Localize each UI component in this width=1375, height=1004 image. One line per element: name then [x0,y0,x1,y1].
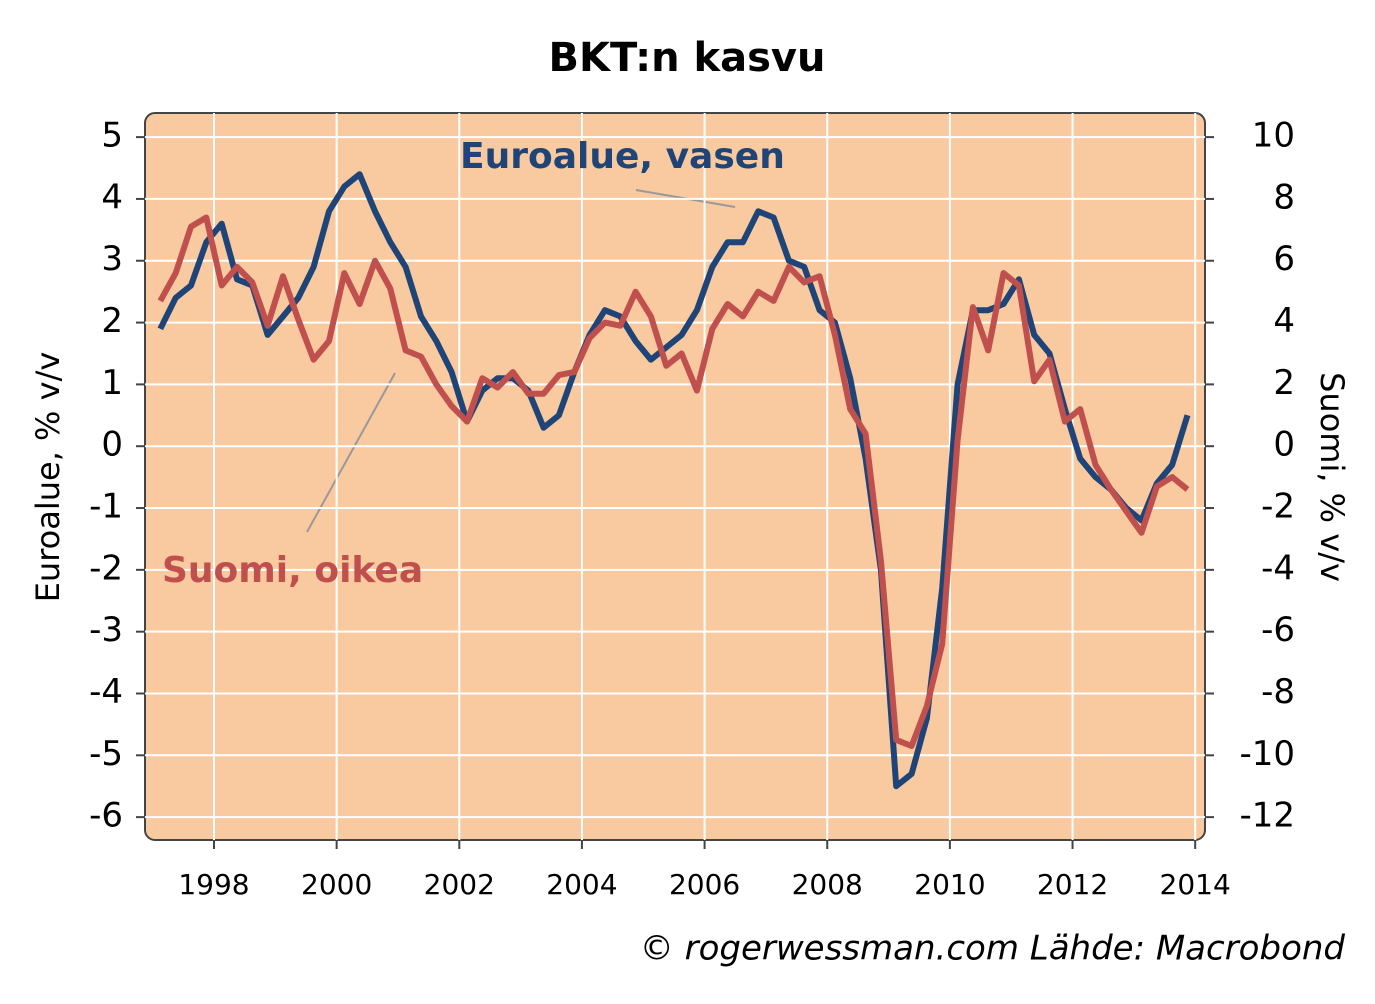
y-tick-label: -5 [89,734,123,774]
y-tick-label: 5 [101,116,123,156]
x-tick-label: 2010 [914,868,985,901]
y2-tick-label: -2 [1261,487,1295,527]
plot-area [144,112,1206,841]
x-tick-label: 1998 [178,868,249,901]
y-tick-label: -2 [89,548,123,588]
leader-line [306,372,396,533]
y2-tick-label: 6 [1273,239,1295,279]
y-tick-label: -4 [89,672,123,712]
y2-tick-label: 8 [1273,177,1295,217]
y-tick-label: -3 [89,610,123,650]
y2-axis-label: Suomi, % v/v [1313,372,1351,582]
source-note: © rogerwessman.com Lähde: Macrobond [640,929,1346,969]
x-tick-label: 2006 [669,868,740,901]
x-tick-label: 2008 [792,868,863,901]
x-tick-label: 2000 [301,868,372,901]
y-tick-label: 4 [101,177,123,217]
y-axis-label: Euroalue, % v/v [29,352,67,603]
y2-tick-label: -8 [1261,672,1295,712]
y2-tick-label: -12 [1239,796,1295,836]
x-tick-label: 2012 [1037,868,1108,901]
x-tick-label: 2014 [1160,868,1231,901]
y-tick-label: 2 [101,301,123,341]
x-tick-label: 2002 [424,868,495,901]
y2-tick-label: -10 [1239,734,1295,774]
chart-title: BKT:n kasvu [549,35,826,81]
y-tick-label: -6 [89,796,123,836]
x-tick-label: 2004 [546,868,617,901]
y2-tick-label: 10 [1252,116,1295,156]
series-annotation: Suomi, oikea [162,550,423,591]
y-tick-label: -1 [89,487,123,527]
y-tick-label: 1 [101,363,123,403]
data-line [157,214,1190,749]
y2-tick-label: 0 [1273,425,1295,465]
y2-tick-label: 2 [1273,363,1295,403]
y2-tick-label: -4 [1261,548,1295,588]
y2-tick-label: 4 [1273,301,1295,341]
series-annotation: Euroalue, vasen [460,136,785,177]
y2-tick-label: -6 [1261,610,1295,650]
y-tick-label: 0 [101,425,123,465]
y-tick-label: 3 [101,239,123,279]
